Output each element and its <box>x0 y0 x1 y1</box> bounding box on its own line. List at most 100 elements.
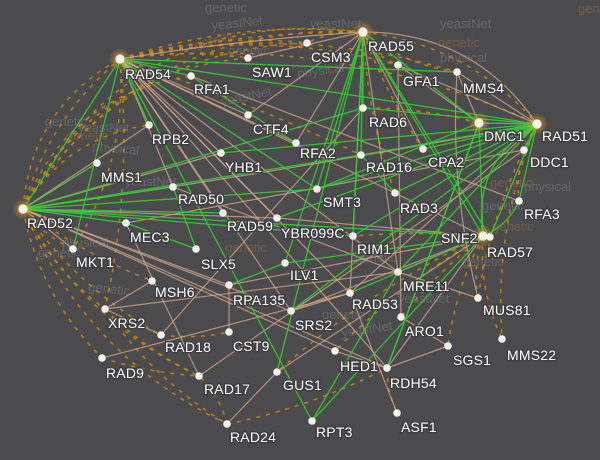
node-rad17[interactable] <box>195 372 203 380</box>
edge <box>489 123 538 238</box>
node-label-msh6: MSH6 <box>155 284 195 300</box>
node-aro1[interactable] <box>397 313 405 321</box>
node-saw1[interactable] <box>244 54 252 62</box>
node-rad18[interactable] <box>157 331 165 339</box>
edge <box>22 107 364 210</box>
node-label-rim1: RIM1 <box>357 241 391 257</box>
edge <box>22 188 318 210</box>
node-cst9[interactable] <box>225 328 233 336</box>
node-label-csm3: CSM3 <box>311 49 351 65</box>
edge <box>190 75 297 144</box>
edge-network-watermark: yeastNet <box>310 16 362 31</box>
node-msh6[interactable] <box>148 277 156 285</box>
node-sgs1[interactable] <box>444 342 452 350</box>
node-mms1[interactable] <box>93 159 101 167</box>
node-cpa2[interactable] <box>419 145 427 153</box>
node-gus1[interactable] <box>273 368 281 376</box>
edge-network-watermark: yeastNet <box>78 120 130 135</box>
node-label-mec3: MEC3 <box>130 229 170 245</box>
edge-network-watermark: yeastNet <box>440 16 492 31</box>
edge <box>119 39 308 60</box>
edge <box>22 208 200 377</box>
edge <box>362 31 424 150</box>
node-rpa135[interactable] <box>225 281 233 289</box>
node-label-mus81: MUS81 <box>483 302 531 318</box>
node-label-rad24: RAD24 <box>230 429 276 445</box>
edge-network-watermark: genetic <box>45 114 87 129</box>
edge <box>362 31 396 194</box>
node-rdh54[interactable] <box>383 364 391 372</box>
node-rad57[interactable] <box>486 233 494 241</box>
node-yhb1[interactable] <box>217 149 225 157</box>
edge <box>172 186 197 250</box>
node-csm3[interactable] <box>303 39 311 47</box>
node-rpb2[interactable] <box>145 121 153 129</box>
node-ctf4[interactable] <box>244 111 252 119</box>
node-rfa3[interactable] <box>515 197 523 205</box>
edge <box>119 52 538 125</box>
node-label-hed1: HED1 <box>340 358 378 374</box>
node-snf2[interactable] <box>478 231 488 241</box>
edge <box>172 186 399 273</box>
node-mec3[interactable] <box>122 219 130 227</box>
node-rim1[interactable] <box>349 232 357 240</box>
node-asf1[interactable] <box>393 409 401 417</box>
node-rad54[interactable] <box>115 54 125 64</box>
node-mms4[interactable] <box>453 68 461 76</box>
node-rad55[interactable] <box>358 27 368 37</box>
edge <box>386 345 449 369</box>
edge <box>119 58 318 190</box>
node-xrs2[interactable] <box>101 305 109 313</box>
edge <box>360 123 538 156</box>
edge-network-watermark: genetic <box>490 175 532 190</box>
edge <box>119 44 399 66</box>
node-mus81[interactable] <box>474 294 482 302</box>
node-label-mms4: MMS4 <box>463 80 504 96</box>
node-rad3[interactable] <box>391 189 399 197</box>
node-rad52[interactable] <box>18 204 28 214</box>
node-rfa2[interactable] <box>292 139 300 147</box>
node-gfa1[interactable] <box>394 61 402 69</box>
node-label-mms1: MMS1 <box>101 169 142 185</box>
node-label-rad51: RAD51 <box>542 128 588 144</box>
node-label-rad52: RAD52 <box>27 215 73 231</box>
node-rad51[interactable] <box>532 119 542 129</box>
node-rad16[interactable] <box>357 151 365 159</box>
edge <box>104 271 399 310</box>
edge-network-watermark: genetic <box>66 128 108 143</box>
node-rad6[interactable] <box>359 104 367 112</box>
node-rad9[interactable] <box>98 354 106 362</box>
node-mms22[interactable] <box>498 335 506 343</box>
edge-network-watermark: yeastNet <box>398 291 450 306</box>
node-rad53[interactable] <box>346 289 354 297</box>
node-label-saw1: SAW1 <box>252 64 292 80</box>
edge <box>386 122 480 369</box>
edge <box>125 222 197 250</box>
node-hed1[interactable] <box>331 347 339 355</box>
node-dmc1[interactable] <box>474 118 484 128</box>
node-smt3[interactable] <box>313 185 321 193</box>
node-rad50[interactable] <box>169 183 177 191</box>
node-slx5[interactable] <box>192 245 200 253</box>
edge-network-watermark: genetic <box>228 43 270 58</box>
edge-network-watermark: genetic <box>355 250 397 265</box>
node-label-rad54: RAD54 <box>125 66 171 82</box>
label-layer: RAD54 SAW1 CSM3 RAD55 GFA1 MMS4 RFA1 RAD6 RPB2 CT… <box>26 37 590 447</box>
edge <box>22 42 308 210</box>
node-rfa1[interactable] <box>187 72 195 80</box>
node-ilv1[interactable] <box>281 259 289 267</box>
node-srs2[interactable] <box>287 307 295 315</box>
edge <box>397 123 538 273</box>
node-rpt3[interactable] <box>308 417 316 425</box>
edge <box>499 123 538 340</box>
node-mkt1[interactable] <box>69 245 77 253</box>
node-label-slx5: SLX5 <box>201 256 236 272</box>
node-ddc1[interactable] <box>520 146 528 154</box>
edge <box>119 58 399 273</box>
edge <box>119 58 351 294</box>
node-rad59[interactable] <box>219 209 227 217</box>
node-ybr099c[interactable] <box>273 214 281 222</box>
node-rad24[interactable] <box>223 420 231 428</box>
node-mre11[interactable] <box>394 268 402 276</box>
